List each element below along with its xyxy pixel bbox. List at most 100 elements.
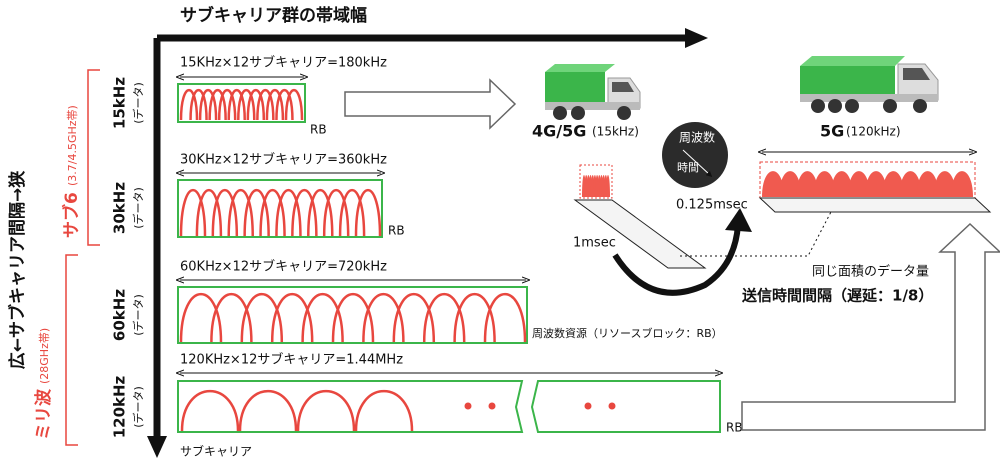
subcarrier [189, 88, 208, 121]
formula: 30KHz×12サブキャリア=360kHz [180, 152, 387, 168]
subcarrier [779, 171, 802, 197]
subcarrier [211, 189, 239, 237]
subcarrier [238, 390, 298, 432]
subcarrier [301, 293, 344, 343]
subcarrier [865, 171, 888, 197]
curved-arrowhead [725, 208, 752, 232]
note: 同じ面積のデータ量 [812, 264, 929, 280]
subcarrier [796, 171, 819, 197]
band-range: (28GHz帯) [38, 328, 51, 384]
x-arrowhead [685, 28, 708, 48]
band-label: サブ6 [61, 192, 82, 238]
subcarrier [217, 88, 237, 121]
axis-title: サブキャリア群の帯域幅 [180, 5, 367, 26]
dial-label: 時間 [677, 161, 699, 174]
formula: 60KHz×12サブキャリア=720kHz [180, 259, 387, 275]
subcarrier [322, 189, 350, 237]
slab [573, 199, 707, 269]
subcarrier [483, 293, 527, 343]
subcarrier [354, 189, 382, 237]
subcarrier [882, 171, 905, 197]
duration: 0.125msec [676, 198, 748, 213]
subcarrier [362, 293, 405, 343]
row-label: 15kHz (データ) [111, 77, 146, 129]
rb-label: RB [388, 224, 405, 238]
row-label: 60kHz (データ) [111, 289, 146, 341]
rb-label: RB [726, 421, 743, 435]
subcarrier [296, 390, 356, 432]
subcarrier [243, 189, 270, 237]
subcarrier [847, 171, 870, 197]
band-bracket [87, 69, 100, 246]
row-label: 120kHz (データ) [111, 375, 146, 438]
rb-box [177, 83, 306, 123]
subcarrier [830, 171, 853, 197]
curved-arrow [612, 224, 741, 296]
rb-box [177, 286, 528, 344]
bottom-label: サブキャリア [180, 444, 252, 459]
dial-label: 周波数 [679, 130, 715, 145]
band-label: ミリ波 [33, 388, 54, 440]
subcarrier [179, 88, 199, 121]
subcarrier [240, 293, 284, 343]
subcarrier [275, 189, 302, 237]
subcarrier [265, 88, 285, 121]
note: 送信時間間隔（遅延：1/8） [741, 287, 933, 305]
subcarrier [331, 293, 375, 343]
subcarrier [195, 189, 223, 237]
subcarrier [338, 189, 366, 237]
subcarrier [227, 88, 246, 121]
rb-note: 周波数資源（リソースブロック：RB） [532, 326, 723, 340]
row-sub: (データ) [131, 187, 145, 229]
y-label: 広←サブキャリア間隔→狭 [7, 171, 28, 370]
band-bracket [65, 254, 78, 446]
subcarrier [210, 293, 253, 343]
subcarrier [606, 175, 610, 197]
truck-name: 4G/5G [532, 122, 586, 141]
row-spacing: 120kHz [111, 375, 129, 438]
row-label: 30kHz (データ) [111, 182, 146, 234]
truck-spacing: (15kHz) [592, 125, 639, 139]
subcarrier [227, 189, 254, 237]
subcarrier [813, 171, 836, 197]
truck-name: 5G [820, 122, 844, 141]
subcarrier [198, 88, 218, 121]
subcarrier [246, 88, 266, 121]
rb-box [177, 179, 383, 238]
subcarrier [284, 88, 304, 121]
rb-label: RB [310, 123, 327, 137]
subcarrier [180, 390, 240, 432]
y-arrowhead [147, 436, 167, 458]
truck [800, 56, 939, 113]
subcarrier [422, 293, 466, 343]
dotted-link [680, 209, 833, 257]
subcarrier [453, 293, 496, 343]
slab [758, 197, 992, 213]
subcarrier [933, 171, 956, 197]
subcarrier [916, 171, 939, 197]
row-spacing: 15kHz [111, 77, 129, 129]
row-sub: (データ) [131, 82, 145, 124]
subcarrier [179, 189, 207, 237]
subcarrier [354, 390, 414, 432]
subcarrier [237, 88, 256, 121]
subcarrier [951, 171, 973, 197]
ellipsis [464, 402, 616, 410]
spectrum-box [579, 164, 613, 199]
subcarrier [762, 171, 784, 197]
subcarrier [270, 293, 314, 343]
dial-arrow [682, 149, 713, 178]
subcarrier [291, 189, 318, 237]
subcarrier [275, 88, 294, 121]
truck [545, 64, 641, 120]
row-sub: (データ) [131, 386, 145, 428]
formula: 15KHz×12サブキャリア=180kHz [180, 55, 387, 71]
arrow [741, 222, 1000, 431]
row-spacing: 30kHz [111, 182, 129, 234]
truck-spacing: (120kHz) [846, 125, 901, 139]
arrow [344, 78, 517, 130]
subcarrier [208, 88, 227, 121]
rb-box [177, 380, 721, 433]
duration: 1msec [573, 236, 616, 251]
